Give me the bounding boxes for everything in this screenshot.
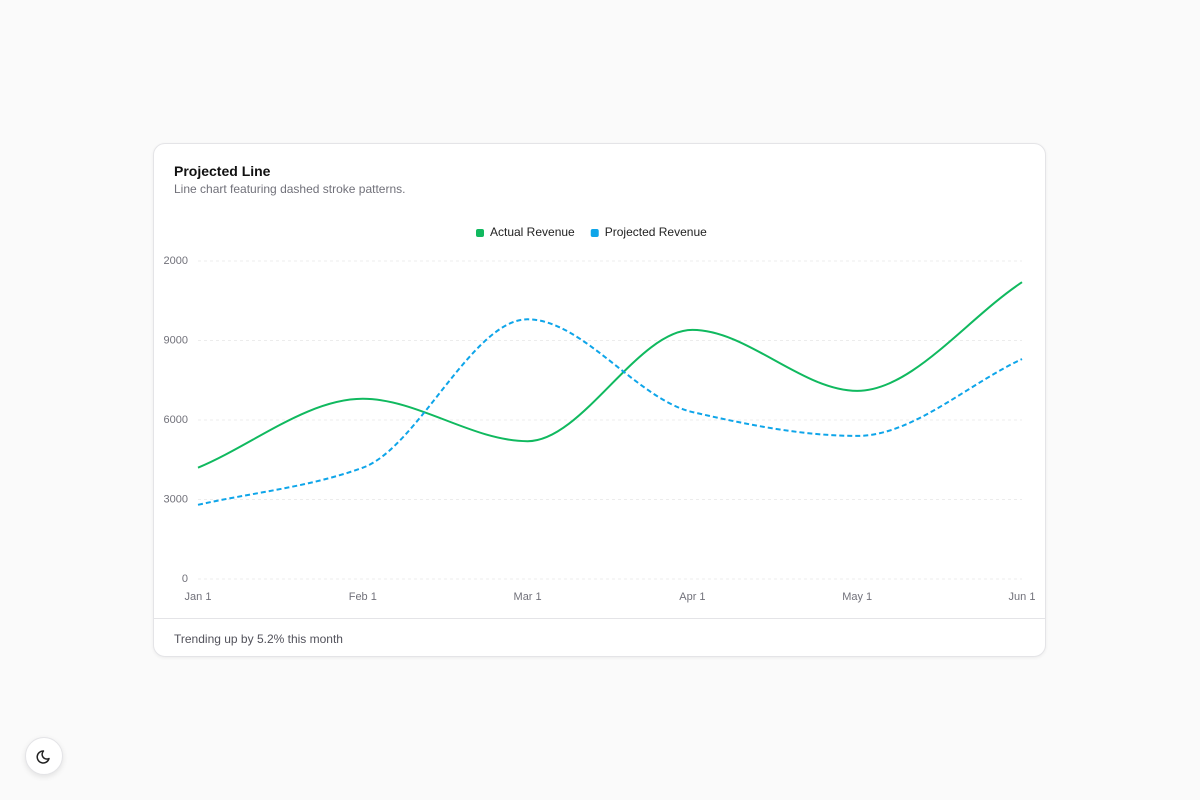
y-tick-label: 3000 [164, 493, 188, 505]
y-tick-label: 9000 [164, 334, 188, 346]
y-tick-label: 6000 [164, 414, 188, 426]
chart-card: Projected Line Line chart featuring dash… [153, 143, 1046, 657]
card-subtitle: Line chart featuring dashed stroke patte… [174, 182, 406, 196]
x-tick-label: May 1 [842, 591, 872, 603]
moon-icon [36, 750, 50, 764]
theme-toggle[interactable] [25, 737, 63, 775]
card-title: Projected Line [174, 163, 271, 179]
series-line [197, 318, 1023, 506]
legend-swatch [590, 229, 599, 237]
y-tick-label: 0 [182, 573, 188, 585]
x-tick-label: Jun 1 [1009, 591, 1036, 603]
legend-label: Actual Revenue [490, 225, 575, 239]
series-line [197, 281, 1023, 469]
x-tick-label: Apr 1 [679, 591, 705, 603]
x-tick-label: Feb 1 [349, 591, 377, 603]
y-tick-label: 2000 [164, 255, 188, 267]
x-tick-label: Mar 1 [514, 591, 542, 603]
legend-swatch [476, 229, 484, 237]
card-footer: Trending up by 5.2% this month [154, 618, 1045, 659]
x-tick-label: Jan 1 [185, 591, 212, 603]
legend-label: Projected Revenue [605, 225, 707, 239]
